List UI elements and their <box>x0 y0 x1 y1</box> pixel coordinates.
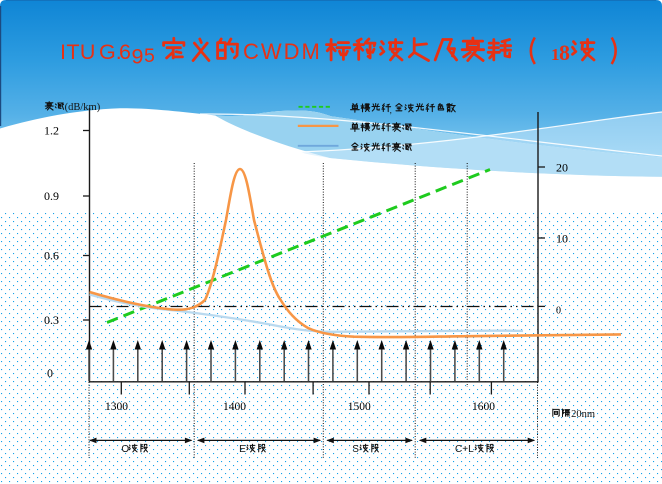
svg-text:0.3: 0.3 <box>44 313 59 327</box>
svg-text:E: E <box>239 444 246 455</box>
svg-text:S: S <box>352 444 359 455</box>
svg-text:ITU: ITU <box>60 40 96 64</box>
svg-text:0.6: 0.6 <box>44 249 59 263</box>
svg-text:O: O <box>121 444 129 455</box>
svg-text:1300: 1300 <box>105 401 128 413</box>
svg-text:(dB/km): (dB/km) <box>65 102 101 113</box>
svg-text:8: 8 <box>559 40 570 65</box>
svg-text:0: 0 <box>556 306 561 317</box>
svg-text:9: 9 <box>132 45 144 69</box>
svg-text:1600: 1600 <box>472 401 495 413</box>
svg-text:CWDM: CWDM <box>243 39 322 64</box>
svg-text:C+L: C+L <box>455 444 474 455</box>
svg-text:,: , <box>390 105 393 115</box>
svg-text:5: 5 <box>144 45 155 67</box>
svg-text:20: 20 <box>556 161 568 175</box>
svg-text:10: 10 <box>556 232 568 246</box>
svg-text:6: 6 <box>119 40 131 64</box>
svg-text:0.9: 0.9 <box>44 189 59 203</box>
svg-text:1.2: 1.2 <box>44 124 59 138</box>
svg-text:1500: 1500 <box>348 401 371 413</box>
svg-text:1: 1 <box>551 45 560 64</box>
svg-text:1400: 1400 <box>223 401 246 413</box>
svg-text:G.: G. <box>99 40 122 64</box>
svg-text:0: 0 <box>47 366 53 380</box>
svg-text:20nm: 20nm <box>571 409 595 420</box>
